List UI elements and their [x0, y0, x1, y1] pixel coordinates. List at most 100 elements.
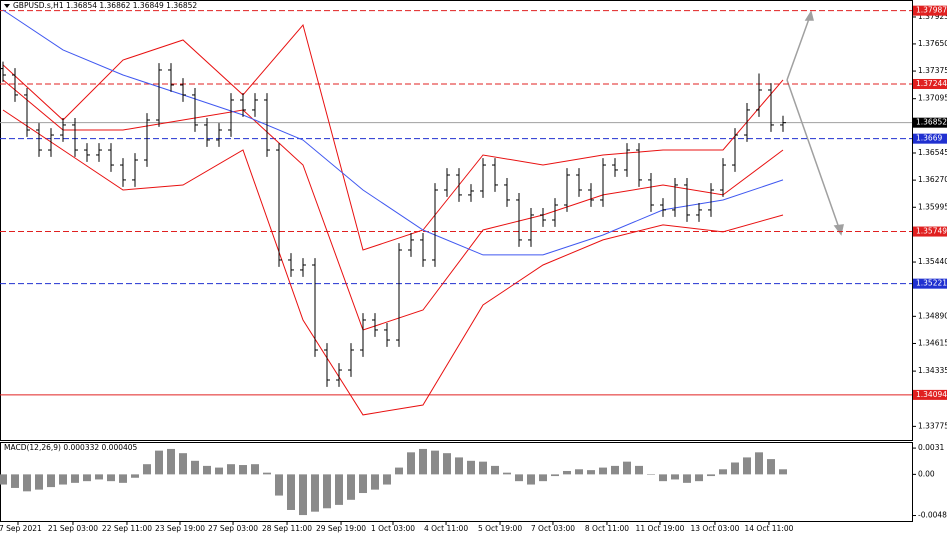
x-tick-label: 27 Sep 03:00 [208, 524, 258, 533]
y-tick-label: 1.37923 [918, 12, 947, 21]
macd-bar [431, 450, 439, 475]
macd-bar [59, 474, 67, 485]
y-tick-label: 1.34335 [918, 366, 947, 375]
x-tick-label: 23 Sep 19:00 [155, 524, 205, 533]
macd-bar [395, 467, 403, 475]
macd-bar [407, 452, 415, 475]
level-label: 1.34094 [916, 390, 947, 399]
y-tick-label: 1.37650 [918, 39, 947, 48]
macd-bar [443, 453, 451, 475]
y-tick-label: 1.37095 [918, 94, 947, 103]
level-label-box [913, 389, 947, 400]
indicator-line [2, 79, 784, 331]
macd-bar [551, 474, 559, 477]
macd-bar [455, 457, 463, 475]
macd-bar [95, 474, 103, 480]
macd-bar [275, 474, 283, 496]
macd-bar [635, 465, 643, 475]
arrow-head [804, 10, 814, 21]
y-tick-label: 1.34890 [918, 311, 947, 320]
macd-bar [227, 464, 235, 475]
macd-bar [155, 450, 163, 475]
level-label: 1.35221 [916, 279, 947, 288]
y-tick-label: 1.35995 [918, 202, 947, 211]
indicator-line [2, 9, 784, 256]
indicator-line [2, 109, 784, 416]
macd-bar [239, 465, 247, 475]
macd-bar [35, 474, 43, 490]
macd-bar [743, 457, 751, 475]
macd-bar [731, 462, 739, 475]
macd-bar [287, 474, 295, 510]
x-tick-label: 1 Oct 03:00 [371, 524, 415, 533]
y-tick-label: 1.36270 [918, 175, 947, 184]
macd-bar [83, 474, 91, 482]
level-label: 1.36852 [916, 118, 947, 127]
macd-bar [755, 452, 763, 475]
macd-bar [71, 474, 79, 483]
macd-bar [479, 461, 487, 475]
x-tick-label: 29 Sep 19:00 [316, 524, 366, 533]
level-label-box [913, 5, 947, 16]
level-label-box [913, 278, 947, 289]
macd-bar [587, 470, 595, 475]
x-tick-label: 28 Sep 11:00 [262, 524, 312, 533]
y-tick-label: 1.37375 [918, 66, 947, 75]
level-label: 1.37987 [916, 6, 947, 15]
macd-bar [371, 474, 379, 490]
macd-bar [11, 474, 19, 488]
macd-bar [515, 474, 523, 482]
x-tick-label: 5 Oct 19:00 [478, 524, 522, 533]
macd-bar [599, 467, 607, 475]
y-tick-label: -0.004854 [918, 511, 947, 520]
macd-bar [0, 474, 7, 485]
y-tick-label: 0.0031 [918, 443, 944, 452]
macd-bar [215, 467, 223, 475]
macd-bar [707, 474, 715, 477]
macd-bar [563, 470, 571, 475]
y-tick-label: 1.34615 [918, 338, 947, 347]
macd-title: MACD(12,26,9) 0.000332 0.000405 [4, 443, 138, 452]
macd-bar [419, 448, 427, 475]
macd-bar [647, 474, 655, 475]
y-tick-label: 0.00 [918, 469, 935, 478]
indicator-line [2, 23, 784, 251]
macd-bar [47, 474, 55, 488]
macd-bar [779, 469, 787, 475]
level-label: 1.37244 [916, 79, 947, 88]
x-tick-label: 11 Oct 19:00 [636, 524, 685, 533]
x-tick-label: 14 Oct 11:00 [745, 524, 794, 533]
macd-bar [143, 464, 151, 475]
y-tick-label: 1.33775 [918, 421, 947, 430]
y-tick-label: 1.35440 [918, 257, 947, 266]
x-tick-label: 21 Sep 03:00 [48, 524, 98, 533]
macd-bar [131, 474, 139, 478]
x-tick-label: 22 Sep 11:00 [102, 524, 152, 533]
macd-bar [659, 474, 667, 482]
macd-bar [695, 474, 703, 482]
chart-title: GBPUSD.s,H1 1.36854 1.36862 1.36849 1.36… [13, 1, 197, 10]
main-panel [0, 0, 913, 441]
macd-bar [203, 465, 211, 475]
symbol-marker [4, 4, 10, 8]
macd-bar [467, 460, 475, 475]
x-tick-label: 4 Oct 11:00 [424, 524, 468, 533]
level-label: 1.35749 [916, 227, 947, 236]
arrow-up [786, 15, 811, 81]
macd-bar [311, 474, 319, 512]
macd-bar [23, 474, 31, 492]
macd-bar [263, 472, 271, 475]
macd-bar [491, 465, 499, 475]
level-label-box [913, 226, 947, 237]
macd-bar [251, 464, 259, 475]
macd-bar [167, 448, 175, 475]
macd-bar [179, 453, 187, 475]
macd-bar [347, 474, 355, 500]
y-tick-label: 1.36545 [918, 148, 947, 157]
macd-panel [0, 442, 913, 522]
macd-bar [683, 474, 691, 483]
macd-bar [671, 474, 679, 480]
level-label: 1.3669 [916, 134, 942, 143]
x-tick-label: 8 Oct 11:00 [585, 524, 629, 533]
